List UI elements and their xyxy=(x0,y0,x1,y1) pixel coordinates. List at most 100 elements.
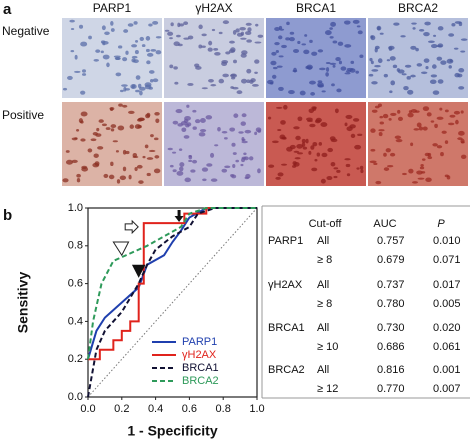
cell-nucleus xyxy=(201,87,208,90)
cell-nucleus xyxy=(199,128,207,133)
cell-nucleus xyxy=(321,90,326,93)
cell-nucleus xyxy=(232,152,237,155)
cell-nucleus xyxy=(192,126,197,130)
cell-nucleus xyxy=(404,64,412,68)
cell-nucleus xyxy=(352,118,360,122)
cell-nucleus xyxy=(178,166,184,172)
cell-nucleus xyxy=(246,68,252,74)
cell-nucleus xyxy=(371,81,378,85)
cell-nucleus xyxy=(244,129,252,134)
cell-nucleus xyxy=(446,58,454,64)
cell-nucleus xyxy=(98,119,104,123)
cell-nucleus xyxy=(210,83,217,87)
cell-nucleus xyxy=(308,150,312,155)
cell-nucleus xyxy=(383,73,388,78)
cell-nucleus xyxy=(232,163,236,169)
cell-nucleus xyxy=(146,52,154,57)
cell-nucleus xyxy=(133,21,138,25)
cell-nucleus xyxy=(201,33,207,37)
cell-nucleus xyxy=(370,128,376,133)
cell-nucleus xyxy=(283,104,288,110)
cell-nucleus xyxy=(460,50,466,53)
cell-nucleus xyxy=(154,155,160,159)
cell-nucleus xyxy=(222,73,229,78)
cell-nucleus xyxy=(127,23,134,27)
cell-nucleus xyxy=(80,90,86,95)
cell-nucleus xyxy=(114,56,121,61)
cell-nucleus xyxy=(383,152,387,157)
cell-nucleus xyxy=(148,70,155,74)
cell-nucleus xyxy=(145,113,151,119)
table-cell: 0.010 xyxy=(433,235,461,247)
cell-nucleus xyxy=(412,181,418,184)
cell-nucleus xyxy=(378,131,383,137)
cell-nucleus xyxy=(406,76,411,80)
cell-nucleus xyxy=(190,169,196,173)
cell-nucleus xyxy=(252,83,259,87)
cell-nucleus xyxy=(385,148,391,153)
cell-nucleus xyxy=(335,57,341,62)
cell-nucleus xyxy=(460,38,468,41)
cell-nucleus xyxy=(69,19,75,23)
cell-nucleus xyxy=(344,44,352,48)
cell-nucleus xyxy=(213,48,219,51)
cell-nucleus xyxy=(374,64,381,68)
cell-nucleus xyxy=(110,28,115,32)
cell-nucleus xyxy=(248,156,254,161)
cell-nucleus xyxy=(139,90,143,96)
cell-nucleus xyxy=(134,124,142,130)
cell-nucleus xyxy=(240,37,247,40)
cell-nucleus xyxy=(382,113,389,119)
annotation-open-arrow xyxy=(124,219,139,235)
cell-nucleus xyxy=(105,127,111,130)
cell-nucleus xyxy=(332,64,336,68)
cell-nucleus xyxy=(355,70,359,74)
cell-nucleus xyxy=(254,59,260,64)
cell-nucleus xyxy=(76,173,81,178)
cell-nucleus xyxy=(430,74,438,78)
cell-nucleus xyxy=(131,55,138,59)
cell-nucleus xyxy=(144,144,149,149)
cell-nucleus xyxy=(136,164,143,169)
cell-nucleus xyxy=(254,131,258,136)
cell-nucleus xyxy=(390,112,397,116)
cell-nucleus xyxy=(428,40,435,44)
cell-nucleus xyxy=(388,45,395,50)
cell-nucleus xyxy=(211,28,216,32)
cell-nucleus xyxy=(230,47,236,53)
cell-nucleus xyxy=(93,153,99,158)
cell-nucleus xyxy=(100,50,104,54)
cell-nucleus xyxy=(312,142,318,147)
cell-nucleus xyxy=(417,177,425,180)
cell-nucleus xyxy=(311,167,318,172)
cell-nucleus xyxy=(208,40,213,46)
cell-nucleus xyxy=(340,66,347,71)
cell-nucleus xyxy=(141,44,146,48)
cell-nucleus xyxy=(221,168,228,173)
annotation-filled-arrow xyxy=(174,210,184,222)
cell-nucleus xyxy=(179,23,185,27)
micrograph xyxy=(266,18,366,98)
x-tick-label: 0.8 xyxy=(216,403,231,415)
cell-nucleus xyxy=(293,67,297,73)
cell-nucleus xyxy=(101,123,107,127)
cell-nucleus xyxy=(460,138,465,144)
cell-nucleus xyxy=(214,51,221,56)
cell-nucleus xyxy=(76,128,80,132)
cell-nucleus xyxy=(374,105,380,109)
cell-nucleus xyxy=(254,71,258,74)
cell-nucleus xyxy=(275,50,280,53)
table-cell: 0.737 xyxy=(377,279,405,291)
cell-nucleus xyxy=(153,137,159,141)
table-cell: All xyxy=(317,279,329,291)
y-tick-label: 0.8 xyxy=(68,240,83,252)
cell-nucleus xyxy=(93,58,99,62)
cell-nucleus xyxy=(87,148,93,153)
cell-nucleus xyxy=(231,142,236,147)
cell-nucleus xyxy=(130,83,137,89)
cell-nucleus xyxy=(133,59,139,64)
cell-nucleus xyxy=(90,138,97,142)
cell-nucleus xyxy=(97,146,104,150)
cell-nucleus xyxy=(172,151,177,154)
cell-nucleus xyxy=(422,106,430,112)
